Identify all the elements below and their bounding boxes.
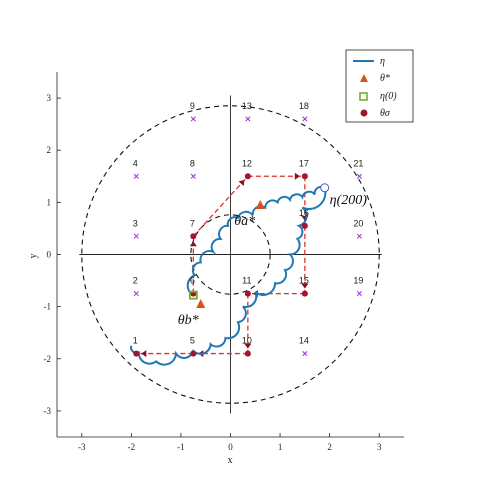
labels-layer: -3 -2 -1 0 1 2 3-3-2-1012312345678910111213141… <box>44 93 382 452</box>
legend-theta-sigma-label: θσ <box>380 108 391 119</box>
legend-theta-sigma-swatch <box>360 109 368 117</box>
theta-sigma-point <box>244 290 251 297</box>
legend-eta0-label: η(0) <box>380 91 397 102</box>
theta-star-marker <box>255 199 265 209</box>
grid-point-label: 11 <box>242 276 251 286</box>
grid-point-marker <box>302 116 308 122</box>
grid-point-label: 3 <box>133 218 138 228</box>
legend-theta-star-label: θ* <box>380 73 390 84</box>
grid-point-label: 9 <box>190 101 195 111</box>
legend-eta-label: η <box>380 56 385 67</box>
theta-sigma-point <box>244 350 251 357</box>
theta-sigma-point <box>301 222 308 229</box>
dashed-path-arrowhead <box>189 241 197 247</box>
grid-point-marker <box>356 233 362 239</box>
x-tick-label: 1 <box>278 442 283 452</box>
y-tick-label: 3 <box>47 93 52 103</box>
grid-point-label: 13 <box>242 101 252 111</box>
theta-sigma-point <box>301 290 308 297</box>
grid-point-label: 12 <box>242 158 252 168</box>
theta-star-marker <box>196 299 206 309</box>
eta-trajectory-line <box>130 185 327 366</box>
marks-layer <box>81 105 380 404</box>
y-tick-label: 2 <box>47 145 52 155</box>
grid-point-label: 18 <box>299 101 309 111</box>
y-tick-label: -1 <box>44 302 52 312</box>
grid-point-label: 16 <box>299 208 309 218</box>
x-tick-label: 2 <box>327 442 332 452</box>
dashed-path-segment <box>192 175 249 237</box>
grid-point-label: 6 <box>190 276 195 286</box>
x-tick-label: -3 <box>78 442 86 452</box>
grid-point-label: 5 <box>190 336 195 346</box>
dashed-path-arrowhead <box>141 350 147 358</box>
outer-dashed-circle <box>81 105 380 404</box>
grid-point-label: 8 <box>190 158 195 168</box>
grid-point-label: 14 <box>299 336 309 346</box>
grid-point-marker <box>245 116 251 122</box>
eta-end-marker <box>320 183 330 193</box>
grid-point-marker <box>133 233 139 239</box>
grid-point-label: 20 <box>353 218 363 228</box>
legend: η θ* η(0) θσ <box>345 49 414 123</box>
dashed-path-arrowhead <box>294 172 300 180</box>
grid-point-marker <box>133 291 139 297</box>
eta-start-marker <box>188 290 198 300</box>
theta-sigma-point <box>244 173 251 180</box>
y-tick-label: -3 <box>44 406 52 416</box>
grid-point-label: 15 <box>299 276 309 286</box>
eta-end-label: η(200) <box>330 193 368 208</box>
grid-point-marker <box>302 351 308 357</box>
grid-point-label: 21 <box>353 158 363 168</box>
grid-point-label: 10 <box>242 336 252 346</box>
grid-point-marker <box>190 116 196 122</box>
grid-point-marker <box>133 173 139 179</box>
x-tick-label: -2 <box>128 442 136 452</box>
y-tick-label: 1 <box>47 197 52 207</box>
inner-dashed-circle <box>190 214 271 295</box>
x-axis-label: x <box>228 455 233 466</box>
dashed-path-arrowhead <box>238 179 245 187</box>
y-tick-label: 0 <box>47 250 52 260</box>
dashed-path-arrowhead <box>301 283 309 289</box>
grid-point-marker <box>356 173 362 179</box>
grid-point-label: 7 <box>190 218 195 228</box>
theta-sigma-point <box>190 233 197 240</box>
y-tick-label: -2 <box>44 354 52 364</box>
theta-star-label: θb* <box>178 313 199 328</box>
grid-point-label: 2 <box>133 276 138 286</box>
grid-point-label: 1 <box>133 336 138 346</box>
theta-sigma-point <box>133 350 140 357</box>
theta-sigma-point <box>301 173 308 180</box>
theta-sigma-point <box>190 350 197 357</box>
grid-point-label: 4 <box>133 158 138 168</box>
dashed-path-arrowhead <box>244 343 252 349</box>
grid-point-marker <box>356 291 362 297</box>
axes-layer <box>56 72 404 438</box>
x-tick-label: 3 <box>377 442 382 452</box>
grid-point-label: 17 <box>299 158 309 168</box>
y-axis-label: y <box>28 254 39 259</box>
x-tick-label: -1 <box>177 442 185 452</box>
x-tick-label: 0 <box>228 442 233 452</box>
legend-theta-star-swatch <box>360 74 368 82</box>
grid-point-label: 19 <box>353 276 363 286</box>
theta-star-label: θa* <box>234 214 255 229</box>
grid-point-marker <box>190 173 196 179</box>
legend-eta0-swatch <box>359 92 368 101</box>
